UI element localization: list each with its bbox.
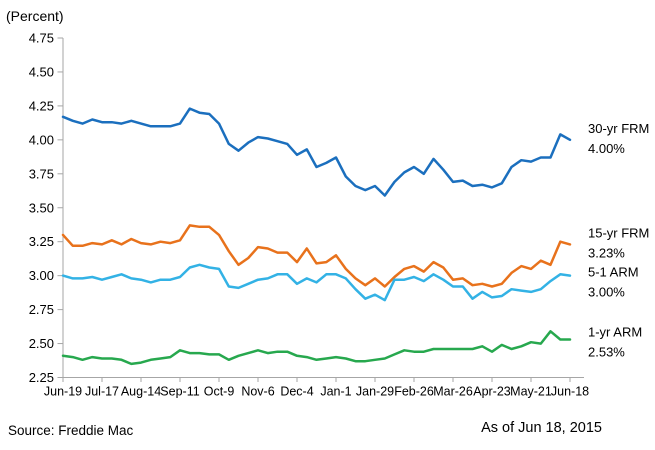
series-name-label-15-yr-frm: 15-yr FRM	[588, 225, 649, 240]
chart-canvas: 4.75 4.50 4.25 4.00 3.75 3.50 3.25 3.00 2.75 2.50…	[29, 31, 650, 399]
y-tick-label: 3.00	[29, 268, 54, 283]
series-line-5-1-arm	[61, 263, 572, 302]
y-tick-label: 3.50	[29, 200, 54, 215]
series-labels: 30-yr FRM 4.00% 15-yr FRM 3.23% 5-1 ARM 3.00%…	[588, 121, 649, 360]
axes	[62, 38, 584, 378]
as-of-date: As of Jun 18, 2015	[481, 420, 602, 436]
x-tick-label: Oct-9	[204, 385, 235, 399]
series-value-label-1-yr-arm: 2.53%	[588, 344, 625, 359]
x-tick-label: Jun-18	[551, 385, 589, 399]
y-tick-label: 3.25	[29, 234, 54, 249]
y-tick-label: 3.75	[29, 166, 54, 181]
series-lines	[61, 107, 572, 366]
x-tick-label: Mar-26	[433, 385, 473, 399]
y-tick-label: 4.00	[29, 132, 54, 147]
source-note: Source: Freddie Mac	[8, 423, 134, 438]
series-line-30-yr-frm	[61, 107, 572, 197]
x-tick-label: Feb-26	[394, 385, 434, 399]
series-name-label-30-yr-frm: 30-yr FRM	[588, 121, 649, 136]
y-tick-label: 2.75	[29, 302, 54, 317]
series-line-1-yr-arm	[61, 330, 572, 366]
x-tick-label: Nov-6	[241, 385, 274, 399]
series-value-label-5-1-arm: 3.00%	[588, 285, 625, 300]
x-tick-label: Aug-14	[121, 385, 161, 399]
x-tick-label: Jan-1	[320, 385, 351, 399]
y-tick-label: 2.50	[29, 336, 54, 351]
x-tick-label: Sep-11	[160, 385, 199, 399]
y-tick-label: 4.75	[29, 31, 54, 46]
y-axis-units-label: (Percent)	[6, 8, 64, 24]
y-axis: 4.75 4.50 4.25 4.00 3.75 3.50 3.25 3.00 2.75 2.50…	[29, 31, 63, 385]
series-line-15-yr-frm	[61, 224, 572, 288]
y-tick-label: 4.25	[29, 98, 54, 113]
series-value-label-30-yr-frm: 4.00%	[588, 141, 625, 156]
series-value-label-15-yr-frm: 3.23%	[588, 245, 625, 260]
x-tick-label: Apr-23	[473, 385, 511, 399]
series-name-label-1-yr-arm: 1-yr ARM	[588, 324, 642, 339]
x-tick-label: Jun-19	[44, 385, 82, 399]
x-tick-label: Jul-17	[85, 385, 119, 399]
x-tick-label: Jan-29	[356, 385, 394, 399]
x-axis: Jun-19 Jul-17 Aug-14 Sep-11 Oct-9 Nov-6 Dec-4 J…	[44, 377, 589, 399]
x-tick-label: May-21	[510, 385, 552, 399]
series-name-label-5-1-arm: 5-1 ARM	[588, 265, 639, 280]
x-tick-label: Dec-4	[280, 385, 313, 399]
y-tick-label: 2.25	[29, 370, 54, 385]
y-tick-label: 4.50	[29, 64, 54, 79]
